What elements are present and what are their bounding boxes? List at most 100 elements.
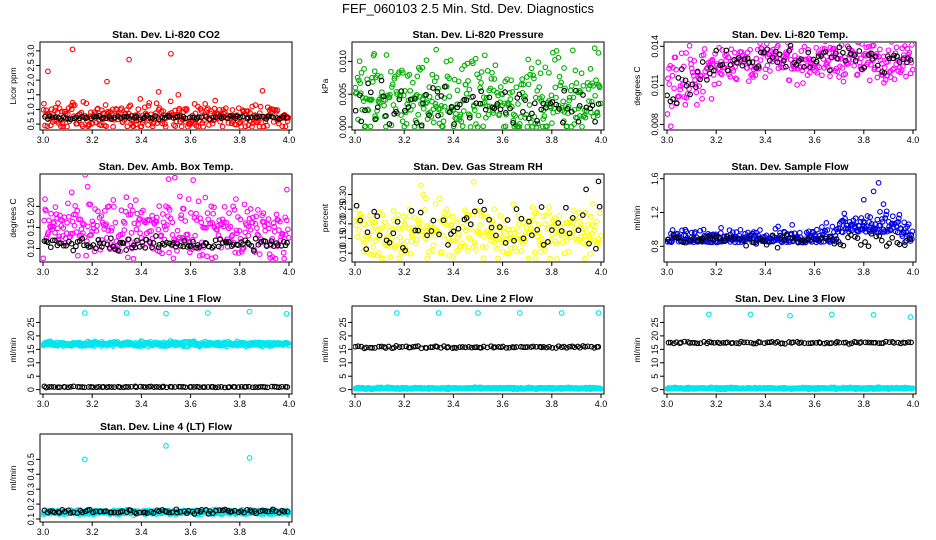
data-point: [171, 175, 178, 181]
data-point: [193, 210, 199, 217]
data-point: [587, 213, 594, 220]
data-point: [62, 508, 68, 515]
data-point: [775, 223, 781, 230]
series-all: [41, 443, 291, 519]
data-point: [819, 46, 826, 52]
y-tick-label: 0.30: [338, 186, 348, 204]
data-point: [276, 384, 282, 391]
x-tick-label: 3.0: [661, 267, 674, 277]
data-point: [84, 183, 91, 190]
data-point: [569, 229, 576, 236]
data-point: [846, 341, 852, 347]
data-point: [357, 80, 364, 86]
data-point: [131, 220, 138, 227]
data-point: [727, 73, 734, 80]
data-point: [767, 68, 773, 74]
data-point: [567, 87, 574, 94]
data-point: [721, 238, 728, 245]
data-point: [867, 214, 874, 220]
data-point: [540, 116, 547, 122]
data-point: [480, 94, 487, 100]
data-point: [446, 109, 453, 116]
data-point: [556, 73, 563, 80]
outlier-point: [163, 310, 169, 317]
data-point: [729, 229, 736, 236]
data-point: [540, 213, 547, 219]
data-point: [755, 63, 762, 69]
data-point: [465, 78, 471, 84]
data-point: [706, 70, 713, 77]
data-point: [556, 106, 562, 112]
data-point: [150, 240, 157, 246]
data-point: [787, 43, 794, 49]
data-point: [471, 344, 478, 351]
data-point: [117, 384, 123, 391]
data-point: [406, 71, 413, 78]
data-point: [209, 220, 216, 226]
data-point: [399, 225, 405, 232]
x-tick-label: 3.4: [447, 135, 460, 145]
data-point: [570, 207, 577, 214]
data-point: [761, 49, 767, 56]
data-point: [466, 114, 473, 121]
data-point: [478, 79, 484, 86]
data-point: [783, 51, 790, 57]
data-point: [486, 94, 493, 101]
data-point: [700, 52, 707, 58]
data-point: [882, 215, 889, 221]
data-point: [874, 216, 881, 223]
data-point: [435, 85, 441, 92]
points: [41, 443, 291, 519]
data-point: [112, 219, 119, 226]
data-point: [125, 384, 132, 390]
data-point: [595, 101, 602, 107]
data-point: [549, 345, 556, 351]
data-point: [876, 232, 883, 239]
data-point: [822, 48, 829, 55]
data-point: [591, 45, 598, 52]
data-point: [891, 65, 897, 72]
data-point: [669, 72, 676, 79]
data-point: [482, 106, 489, 113]
data-point: [358, 69, 365, 76]
x-tick-label: 3.6: [496, 399, 509, 409]
y-tick-label: 0.10: [338, 244, 348, 262]
data-point: [891, 76, 898, 83]
data-point: [566, 97, 573, 104]
data-point: [665, 75, 671, 82]
series-subset: [42, 112, 291, 123]
data-point: [180, 206, 187, 212]
x-tick-label: 3.2: [86, 135, 99, 145]
data-point: [433, 74, 440, 81]
data-point: [93, 245, 99, 252]
data-point: [502, 123, 509, 129]
data-point: [153, 233, 159, 239]
x-tick-label: 3.4: [135, 135, 148, 145]
outlier-point: [705, 311, 712, 318]
data-point: [382, 345, 389, 351]
x-tick-label: 3.6: [808, 267, 821, 277]
data-point: [535, 221, 542, 228]
data-point: [477, 85, 483, 91]
data-point: [451, 121, 457, 127]
data-point: [235, 384, 242, 390]
outlier-point: [81, 310, 88, 316]
data-point: [383, 123, 389, 129]
data-point: [150, 510, 157, 516]
data-point: [65, 384, 71, 391]
data-point: [151, 384, 157, 390]
data-point: [677, 86, 684, 93]
series-all: [665, 43, 915, 129]
points: [41, 308, 291, 391]
data-point: [733, 76, 740, 83]
data-point: [744, 339, 751, 346]
data-point: [504, 217, 511, 223]
x-tick-label: 3.2: [398, 267, 411, 277]
data-point: [488, 75, 495, 82]
data-point: [665, 92, 670, 99]
data-point: [94, 208, 101, 215]
data-point: [465, 344, 472, 350]
